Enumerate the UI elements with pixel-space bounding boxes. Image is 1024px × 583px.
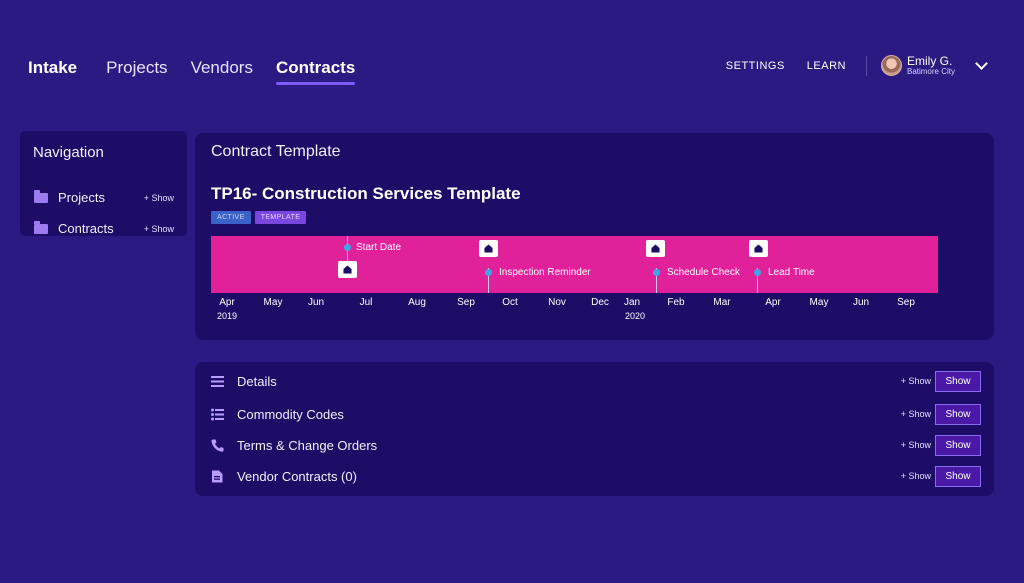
vendor-contracts-row[interactable]: Vendor Contracts (0) + Show Show [195,463,994,489]
month-label: Jan [623,297,641,308]
month-label: Nov [548,297,566,308]
show-projects-link[interactable]: + Show [143,192,174,203]
marker-line [757,268,758,293]
marker-dot[interactable] [653,269,660,276]
month-label: May [809,297,829,308]
vendor-contracts-show-link[interactable]: + Show [900,471,931,481]
sidebar-item-label: Projects [58,190,105,205]
marker-label-inspection-reminder: Inspection Reminder [499,267,591,278]
navigation-title: Navigation [33,144,104,161]
marker-line [488,268,489,293]
nav-link-projects[interactable]: Projects [106,58,168,77]
month-label: Jul [359,297,373,308]
month-label: Oct [502,297,518,308]
terms-change-orders-label: Terms & Change Orders [237,437,378,453]
month-label: Aug [408,297,426,308]
marker-line [347,236,348,266]
hamburger-icon [211,375,224,387]
home-icon[interactable] [749,240,768,257]
document-icon [212,470,223,482]
utility-nav: SETTINGS LEARN Emily G. Batimore City [725,55,988,76]
sidebar-item-projects[interactable]: Projects + Show [33,182,174,213]
avatar[interactable] [880,55,902,76]
month-label: Jun [307,297,325,308]
brand-logo[interactable]: Intake [28,58,78,77]
marker-dot[interactable] [754,269,761,276]
marker-dot[interactable] [344,244,351,251]
details-show-link[interactable]: + Show [900,376,931,386]
marker-label-schedule-check: Schedule Check [667,267,740,278]
folder-icon [34,189,48,203]
navigation-panel: Navigation Projects + Show Contracts + S… [20,131,187,236]
timeline-months: Apr 2019 May Jun Jul Aug Sep Oct Nov Dec… [195,297,994,327]
month-label: Feb [667,297,685,308]
timeline-bar: Start Date Inspection Reminder Schedule … [211,236,938,293]
terms-change-orders-row[interactable]: Terms & Change Orders + Show Show [195,432,994,458]
marker-label-start-date: Start Date [356,242,402,253]
card-title: Contract Template [211,143,341,160]
terms-change-orders-show-link[interactable]: + Show [900,440,931,450]
commodity-codes-show-button[interactable]: Show [935,403,981,425]
list-icon [211,408,224,420]
chevron-down-icon[interactable] [975,57,988,70]
status-badge-template: TEMPLATE [254,211,307,224]
details-label: Details [237,373,277,389]
month-label: Apr [219,297,235,308]
nav-divider [865,55,867,76]
marker-dot[interactable] [485,269,492,276]
home-icon[interactable] [338,261,357,278]
year-label: 2020 [624,311,646,321]
settings-link[interactable]: SETTINGS [725,59,785,72]
sidebar-item-contracts[interactable]: Contracts + Show [33,213,174,244]
main-nav-links: Intake Projects Vendors Contracts [28,58,378,85]
month-label: Sep [457,297,475,308]
learn-link[interactable]: LEARN [806,59,846,72]
phone-icon [211,439,224,452]
vendor-contracts-label: Vendor Contracts (0) [237,468,357,484]
home-icon[interactable] [479,240,498,257]
month-label: Apr [765,297,781,308]
month-label: Dec [591,297,609,308]
user-city: Batimore City [906,66,955,76]
commodity-codes-show-link[interactable]: + Show [900,409,931,419]
commodity-codes-label: Commodity Codes [237,406,344,422]
template-title: TP16- Construction Services Template [211,184,521,203]
details-show-button[interactable]: Show [935,370,981,392]
month-label: May [263,297,283,308]
month-label: Mar [713,297,731,308]
month-label: Sep [897,297,915,308]
status-badges: ACTIVE TEMPLATE [211,211,310,224]
terms-change-orders-show-button[interactable]: Show [935,434,981,456]
vendor-contracts-show-button[interactable]: Show [935,465,981,487]
user-info[interactable]: Emily G. Batimore City [907,55,955,76]
marker-label-lead-time: Lead Time [768,267,815,278]
commodity-codes-row[interactable]: Commodity Codes + Show Show [195,401,994,427]
top-navigation: Intake Projects Vendors Contracts SETTIN… [0,0,1024,110]
contract-template-card: Contract Template TP16- Construction Ser… [195,133,994,340]
sidebar-item-label: Contracts [58,221,114,236]
user-name: Emily G. [906,54,953,68]
home-icon[interactable] [646,240,665,257]
folder-icon [34,220,48,234]
status-badge-active: ACTIVE [211,211,251,224]
month-label: Jun [852,297,870,308]
marker-line [656,268,657,293]
year-label: 2019 [216,311,238,321]
show-contracts-link[interactable]: + Show [143,223,174,234]
details-card: Details + Show Show Commodity Codes + Sh… [195,362,994,496]
nav-link-contracts[interactable]: Contracts [275,58,356,85]
nav-link-vendors[interactable]: Vendors [190,58,253,77]
details-row[interactable]: Details + Show Show [195,368,994,394]
